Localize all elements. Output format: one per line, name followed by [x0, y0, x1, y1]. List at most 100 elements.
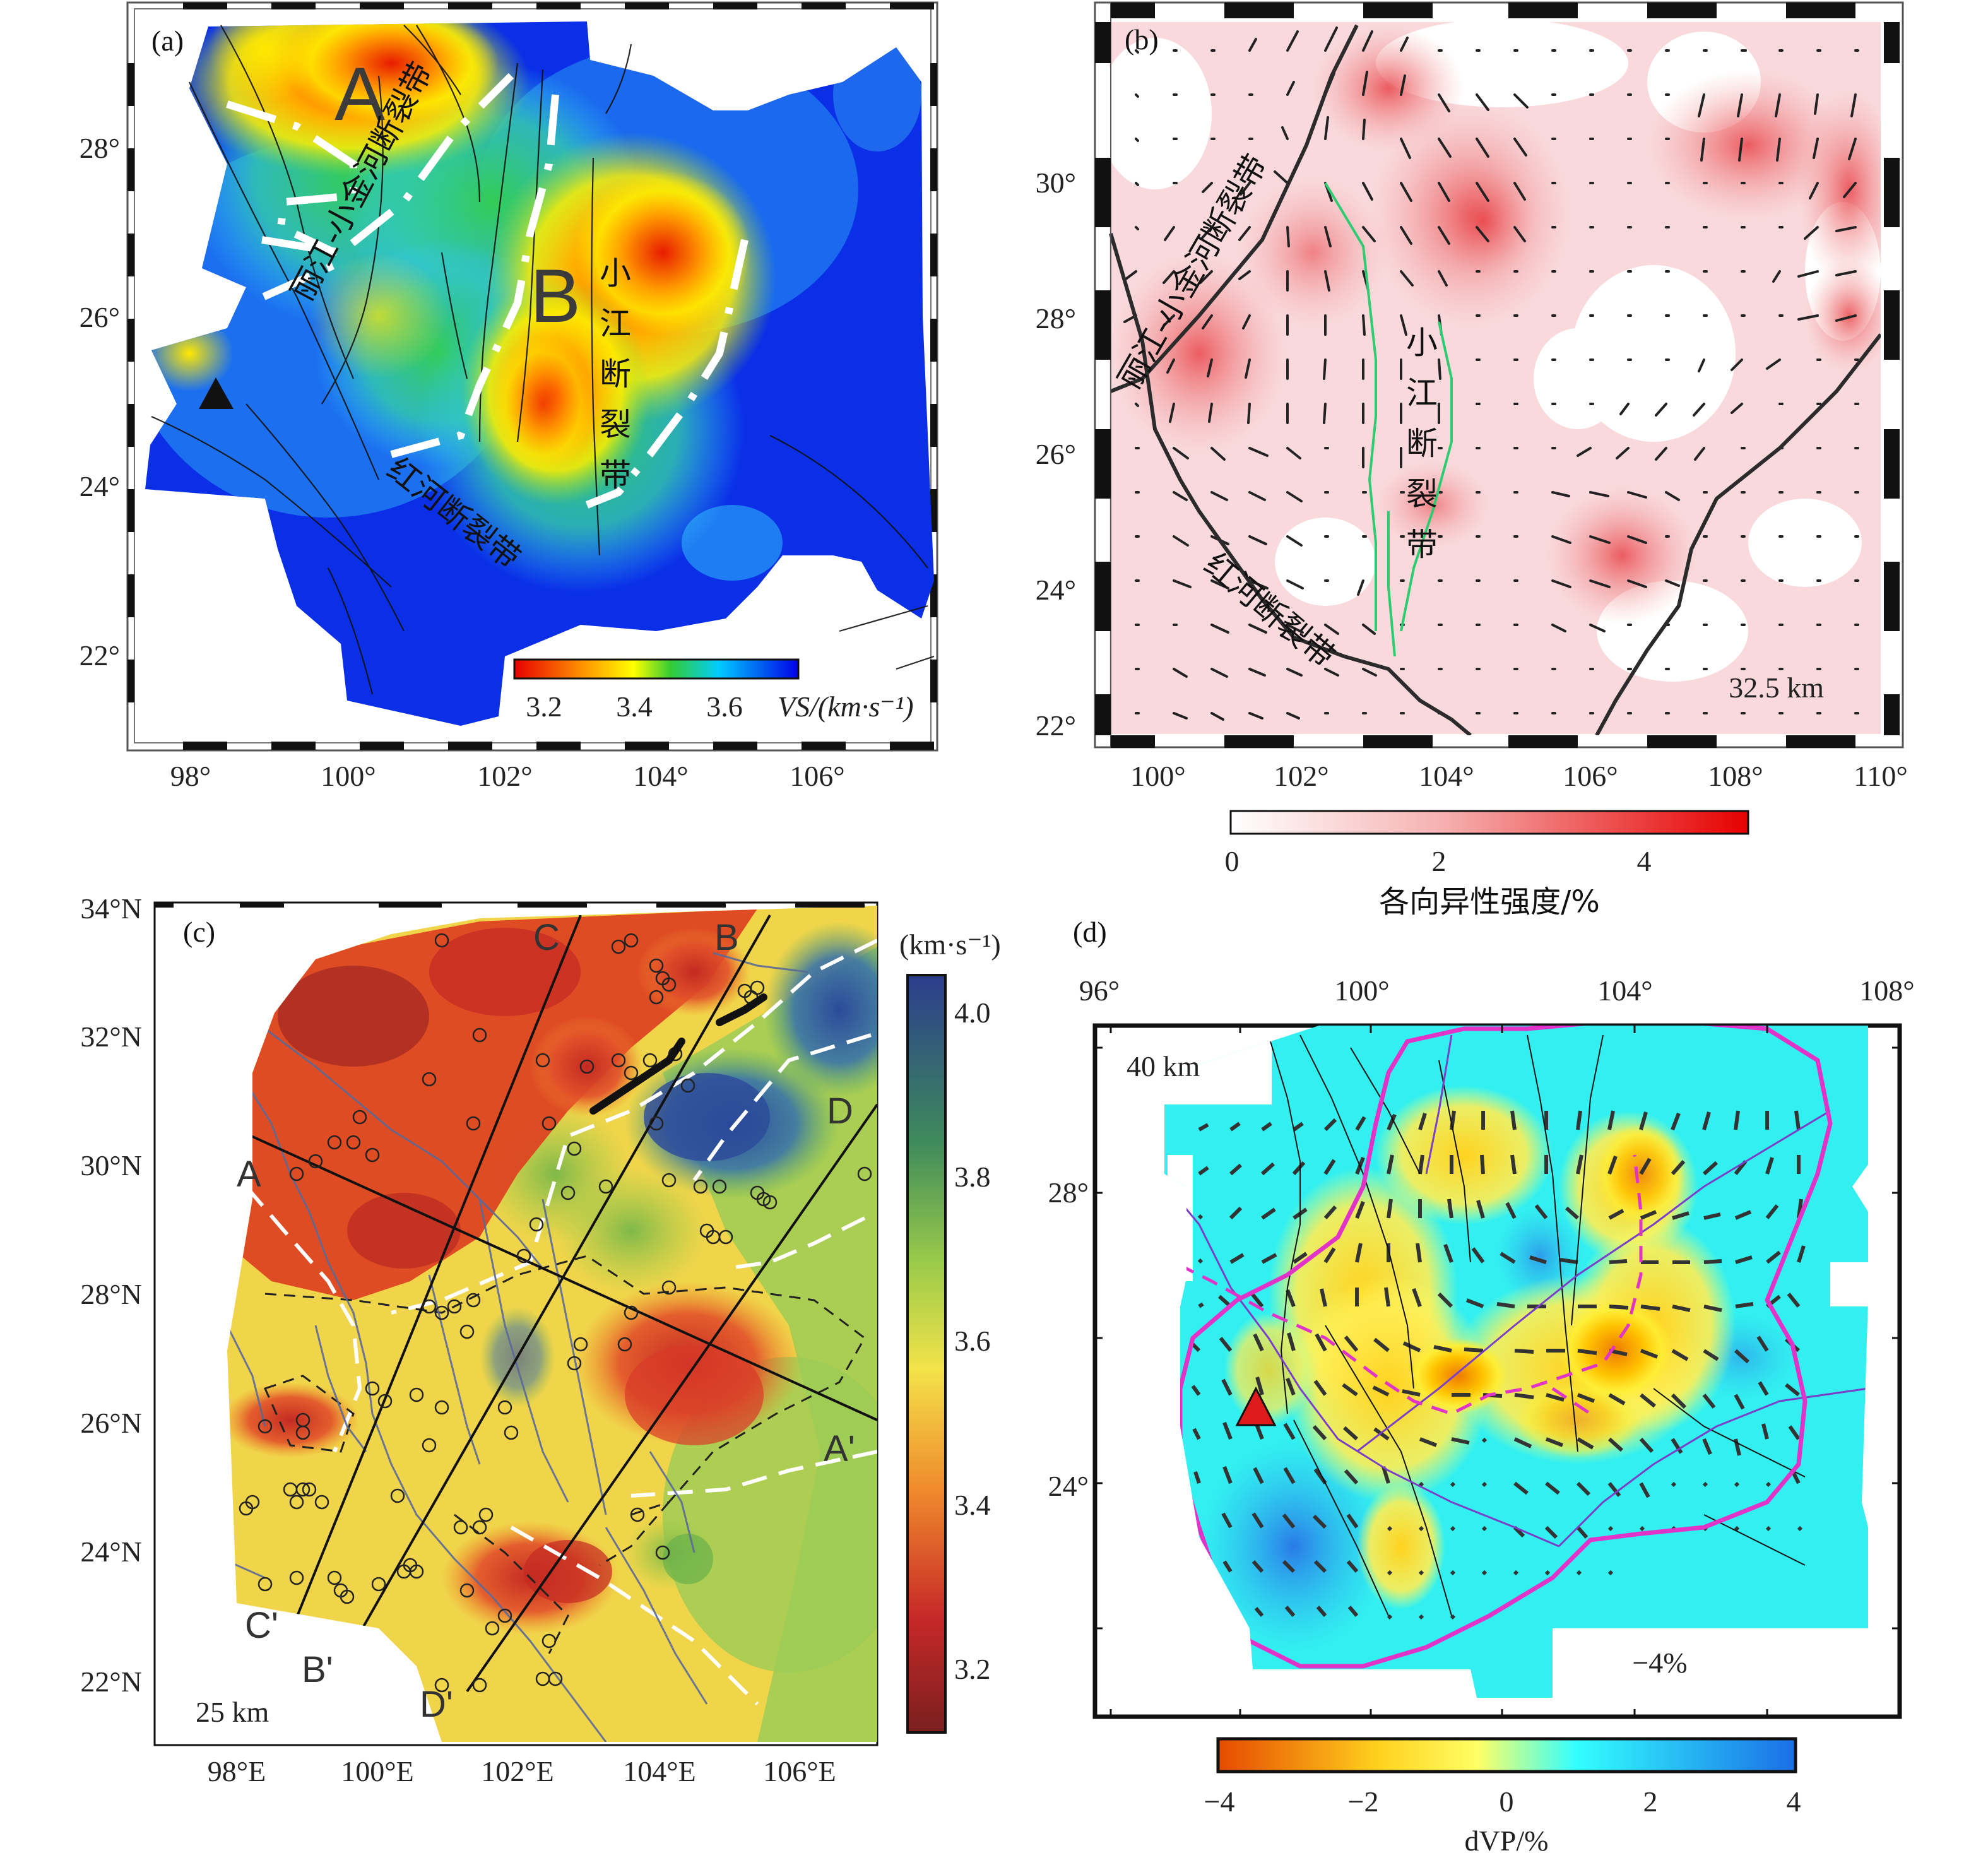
- zone-a-label: A: [334, 52, 385, 136]
- colorbar-d-title: dVP/%: [1465, 1825, 1549, 1857]
- colorbar-b-tick: 0: [1225, 845, 1240, 877]
- panel-a-lat-ticks: 28° 26° 24° 22°: [80, 132, 120, 672]
- svg-text:28°: 28°: [80, 132, 120, 164]
- svg-text:102°: 102°: [477, 760, 532, 792]
- svg-text:32°N: 32°N: [80, 1021, 142, 1053]
- svg-text:28°: 28°: [1036, 302, 1076, 335]
- panel-d-contour-label: −4%: [1632, 1647, 1687, 1679]
- svg-text:26°: 26°: [1036, 438, 1076, 470]
- colorbar-b-title: 各向异性强度/%: [1379, 884, 1600, 920]
- svg-text:26°N: 26°N: [80, 1407, 142, 1439]
- svg-text:104°: 104°: [633, 760, 688, 792]
- colorbar-d-tick: 4: [1787, 1785, 1801, 1818]
- svg-text:江: 江: [1406, 375, 1438, 411]
- panel-b-label: (b): [1125, 23, 1159, 56]
- svg-text:108°: 108°: [1708, 760, 1763, 792]
- svg-text:106°: 106°: [1563, 760, 1618, 792]
- svg-text:100°: 100°: [321, 760, 376, 792]
- svg-text:B: B: [714, 917, 739, 958]
- panel-c-lat-ticks: 34°N 32°N 30°N 28°N 26°N 24°N 22°N: [80, 892, 142, 1698]
- fault-xiaojiang-label-b: 小 江 断 裂 带: [1406, 324, 1438, 563]
- svg-text:24°N: 24°N: [80, 1536, 142, 1568]
- svg-text:22°N: 22°N: [80, 1666, 142, 1698]
- panel-a-frame: [126, 1, 938, 752]
- panel-c-label: (c): [183, 916, 215, 948]
- svg-text:裂: 裂: [600, 406, 631, 443]
- svg-text:A': A': [824, 1428, 855, 1469]
- svg-text:30°: 30°: [1036, 167, 1076, 199]
- colorbar-d-tick: −2: [1348, 1785, 1379, 1818]
- panel-c-profile-labels: A A' B B' C C' D D': [237, 917, 855, 1725]
- panel-b-lon-ticks: 100° 102° 104° 106° 108° 110°: [1130, 760, 1908, 792]
- panel-b-colorbar: [1229, 810, 1749, 835]
- panel-a-lon-ticks: 98° 100° 102° 104° 106°: [170, 760, 845, 792]
- svg-text:裂: 裂: [1406, 476, 1438, 512]
- station-triangle-icon: [199, 377, 234, 409]
- panel-d-lat-ticks: 28° 24°: [1048, 1176, 1089, 1502]
- svg-text:28°N: 28°N: [80, 1278, 142, 1310]
- svg-text:断: 断: [1406, 425, 1438, 462]
- panel-b-anisotropy-map: [1108, 22, 1881, 735]
- svg-text:104°: 104°: [1419, 760, 1474, 792]
- panel-c-lon-ticks: 98°E 100°E 102°E 104°E 106°E: [208, 1755, 836, 1787]
- panel-a-label: (a): [151, 25, 184, 57]
- svg-text:34°N: 34°N: [80, 892, 142, 925]
- colorbar-b-tick: 2: [1432, 845, 1447, 877]
- svg-text:104°: 104°: [1597, 974, 1652, 1007]
- colorbar-c-tick: 3.4: [954, 1489, 991, 1521]
- colorbar-a-tick: 3.6: [706, 690, 743, 723]
- svg-text:24°: 24°: [1036, 574, 1076, 606]
- fault-xiaojiang-label-a: 小 江 断 裂 带: [600, 255, 631, 494]
- colorbar-c-tick: 3.6: [954, 1325, 991, 1357]
- colorbar-a-unit: VS/(km·s⁻¹): [778, 690, 914, 723]
- svg-text:B': B': [302, 1649, 333, 1690]
- zone-b-label: B: [530, 254, 581, 338]
- svg-text:24°: 24°: [80, 470, 120, 502]
- svg-text:24°: 24°: [1048, 1470, 1089, 1502]
- svg-text:106°E: 106°E: [763, 1755, 836, 1787]
- svg-text:28°: 28°: [1048, 1176, 1089, 1209]
- panel-d-label: (d): [1073, 916, 1107, 948]
- svg-text:96°: 96°: [1079, 974, 1120, 1007]
- svg-text:江: 江: [600, 305, 631, 342]
- svg-text:98°: 98°: [170, 760, 211, 792]
- colorbar-d-tick: −4: [1204, 1785, 1235, 1818]
- svg-text:106°: 106°: [790, 760, 844, 792]
- svg-text:100°E: 100°E: [341, 1755, 414, 1787]
- colorbar-c-unit: (km·s⁻¹): [899, 928, 1001, 961]
- colorbar-d-tick: 0: [1500, 1785, 1514, 1818]
- panel-d-velocity-map: [1164, 1026, 1868, 1698]
- svg-text:断: 断: [600, 356, 631, 393]
- panel-c-depth-label: 25 km: [196, 1696, 269, 1728]
- colorbar-c-tick: 3.8: [954, 1161, 991, 1193]
- colorbar-c-tick: 3.2: [954, 1653, 991, 1685]
- svg-text:102°: 102°: [1274, 760, 1328, 792]
- station-triangle-icon: [1235, 1386, 1277, 1426]
- panel-a-colorbar: [513, 658, 800, 680]
- svg-text:108°: 108°: [1859, 974, 1914, 1007]
- colorbar-d-tick: 2: [1643, 1785, 1658, 1818]
- colorbar-c-tick: 4.0: [954, 997, 991, 1029]
- panel-c-velocity-map: [227, 906, 877, 1742]
- panel-d-lon-ticks: 96° 100° 104° 108°: [1079, 974, 1915, 1007]
- svg-text:30°N: 30°N: [80, 1149, 142, 1181]
- colorbar-a-tick: 3.4: [616, 690, 653, 723]
- svg-text:26°: 26°: [80, 301, 120, 333]
- panel-d-colorbar: [1216, 1737, 1797, 1773]
- svg-text:带: 带: [1406, 526, 1438, 563]
- svg-text:22°: 22°: [1036, 709, 1076, 742]
- svg-text:C': C': [245, 1605, 278, 1646]
- svg-text:98°E: 98°E: [208, 1755, 266, 1787]
- svg-text:100°: 100°: [1334, 974, 1389, 1007]
- svg-text:100°: 100°: [1130, 760, 1185, 792]
- svg-text:22°: 22°: [80, 639, 120, 672]
- colorbar-b-tick: 4: [1637, 845, 1652, 877]
- svg-text:D': D': [420, 1684, 453, 1725]
- panel-d-depth-label: 40 km: [1127, 1050, 1200, 1082]
- svg-text:110°: 110°: [1854, 760, 1908, 792]
- panel-b-lat-ticks: 30° 28° 26° 24° 22°: [1036, 167, 1076, 742]
- svg-text:104°E: 104°E: [623, 1755, 696, 1787]
- colorbar-a-tick: 3.2: [526, 690, 562, 723]
- svg-text:小: 小: [600, 255, 631, 292]
